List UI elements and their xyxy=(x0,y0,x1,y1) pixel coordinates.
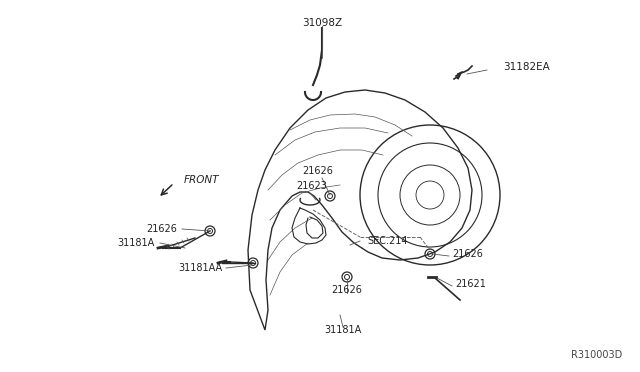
Text: 21626: 21626 xyxy=(452,249,483,259)
Text: 31098Z: 31098Z xyxy=(302,18,342,28)
Text: 21626: 21626 xyxy=(303,166,333,176)
Text: 21621: 21621 xyxy=(455,279,486,289)
Text: 31181A: 31181A xyxy=(118,238,155,248)
Text: 21623: 21623 xyxy=(296,181,328,191)
Text: SEC.214: SEC.214 xyxy=(367,236,408,246)
Text: 31181AA: 31181AA xyxy=(178,263,222,273)
Text: 21626: 21626 xyxy=(332,285,362,295)
Text: 21626: 21626 xyxy=(146,224,177,234)
Text: FRONT: FRONT xyxy=(184,175,220,185)
Text: 31181A: 31181A xyxy=(324,325,362,335)
Text: R310003D: R310003D xyxy=(571,350,622,360)
Text: 31182EA: 31182EA xyxy=(503,62,550,72)
